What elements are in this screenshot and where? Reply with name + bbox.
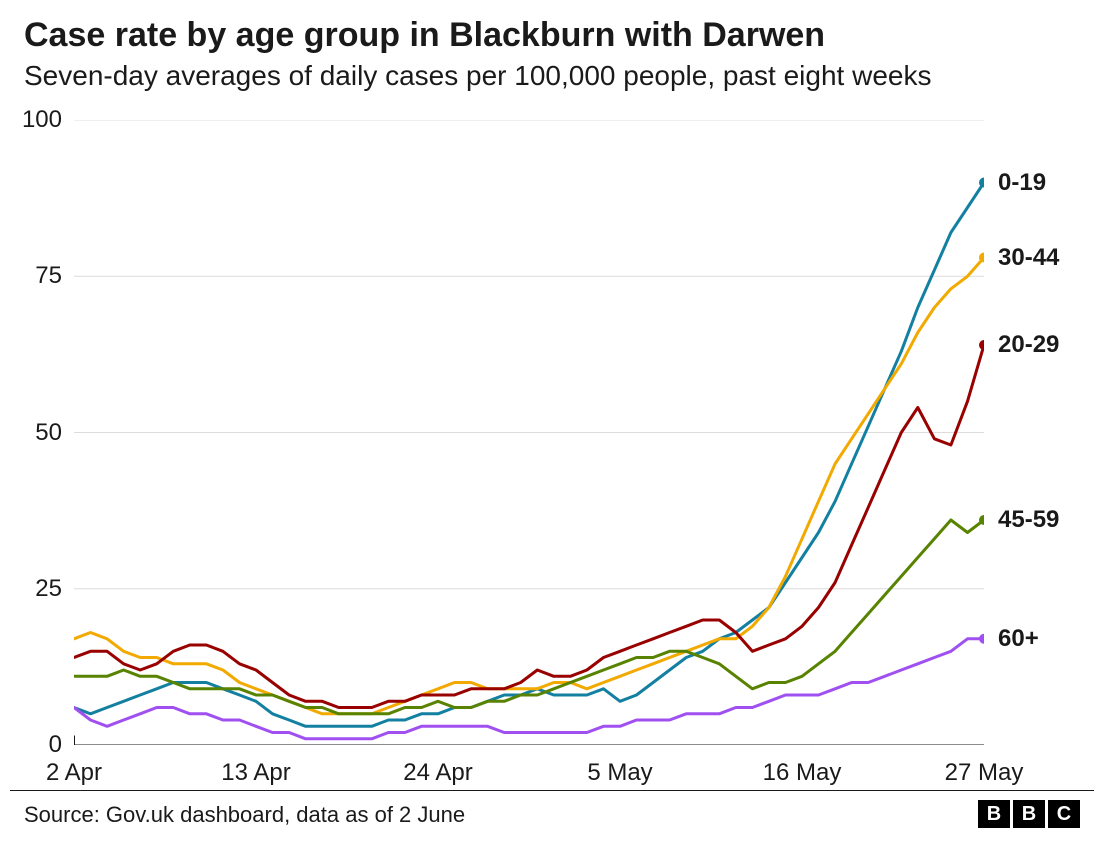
- y-tick-label: 0: [49, 731, 62, 759]
- series-endpoint-20-29: [979, 340, 984, 350]
- series-label-45-59: 45-59: [998, 506, 1059, 534]
- x-tick-label: 27 May: [945, 759, 1024, 787]
- series-endpoint-0-19: [979, 178, 984, 188]
- series-label-30-44: 30-44: [998, 244, 1059, 272]
- series-label-60+: 60+: [998, 625, 1039, 653]
- y-tick-label: 25: [35, 575, 62, 603]
- x-tick-label: 5 May: [587, 759, 652, 787]
- bbc-logo-letter: C: [1048, 800, 1080, 828]
- series-label-0-19: 0-19: [998, 169, 1046, 197]
- bbc-logo-letter: B: [1013, 800, 1045, 828]
- series-line-20-29: [74, 345, 984, 708]
- source-text: Source: Gov.uk dashboard, data as of 2 J…: [24, 802, 465, 828]
- y-tick-label: 50: [35, 419, 62, 447]
- chart-subtitle: Seven-day averages of daily cases per 10…: [24, 60, 931, 92]
- chart-container: Case rate by age group in Blackburn with…: [0, 0, 1104, 853]
- x-tick-label: 16 May: [763, 759, 842, 787]
- series-label-20-29: 20-29: [998, 331, 1059, 359]
- bbc-logo-letter: B: [978, 800, 1010, 828]
- series-line-0-19: [74, 183, 984, 727]
- y-tick-label: 100: [22, 106, 62, 134]
- x-tick-label: 2 Apr: [46, 759, 102, 787]
- series-endpoint-60+: [979, 634, 984, 644]
- x-tick-label: 13 Apr: [221, 759, 290, 787]
- bbc-logo: B B C: [978, 800, 1080, 828]
- y-tick-label: 75: [35, 262, 62, 290]
- footer-divider: [10, 790, 1094, 791]
- chart-title: Case rate by age group in Blackburn with…: [24, 16, 825, 55]
- x-tick-label: 24 Apr: [403, 759, 472, 787]
- plot-area: [74, 120, 984, 745]
